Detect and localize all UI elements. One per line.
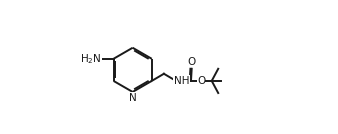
Text: H$_2$N: H$_2$N [80,52,101,66]
Text: N: N [129,93,137,103]
Text: NH: NH [174,76,189,86]
Text: O: O [187,57,195,67]
Text: O: O [197,76,205,86]
